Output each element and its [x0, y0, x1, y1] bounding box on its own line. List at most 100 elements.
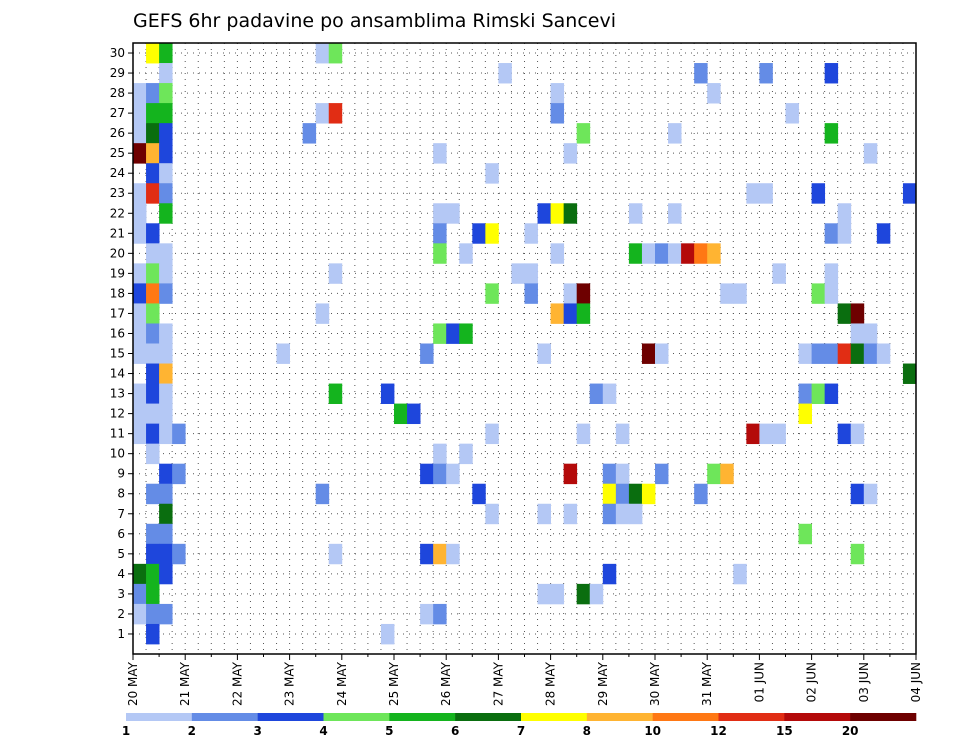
data-cell: [837, 423, 852, 445]
legend-label: 5: [385, 724, 393, 738]
data-cell: [524, 263, 538, 284]
data-cell: [133, 303, 147, 324]
legend-label: 2: [188, 724, 196, 738]
data-cell: [602, 383, 617, 404]
data-cell: [146, 83, 160, 104]
x-tick-label: 03 JUN: [857, 662, 871, 702]
data-cell: [146, 523, 160, 545]
x-tick-label: 29 MAY: [596, 661, 610, 706]
data-cell: [485, 163, 499, 184]
data-cell: [133, 563, 147, 585]
data-cell: [146, 543, 160, 565]
data-cell: [694, 243, 708, 264]
data-cell: [159, 503, 173, 525]
data-cell: [133, 323, 147, 344]
data-cell: [537, 203, 551, 224]
data-cell: [146, 183, 160, 204]
legend-swatch: [257, 713, 324, 721]
data-cell: [472, 223, 486, 244]
data-cell: [159, 63, 173, 84]
data-cell: [615, 463, 630, 485]
y-tick-label: 22: [110, 206, 125, 220]
y-tick-label: 1: [117, 627, 125, 641]
data-cell: [159, 143, 173, 164]
x-tick-label: 27 MAY: [491, 661, 505, 706]
data-cell: [628, 503, 643, 525]
y-tick-label: 4: [117, 567, 125, 581]
data-cell: [576, 123, 591, 144]
data-cell: [602, 463, 617, 485]
data-cell: [159, 283, 173, 304]
y-tick-label: 12: [110, 407, 125, 421]
data-cell: [785, 103, 799, 124]
data-cell: [707, 463, 721, 485]
data-cell: [550, 243, 565, 264]
data-cell: [602, 503, 617, 525]
data-cell: [720, 283, 734, 304]
data-cell: [563, 503, 578, 525]
data-cell: [146, 303, 160, 324]
data-cell: [824, 63, 839, 84]
data-cell: [707, 83, 721, 104]
data-cell: [159, 363, 173, 384]
y-tick-label: 13: [110, 387, 125, 401]
data-cell: [146, 263, 160, 284]
data-cell: [172, 423, 186, 445]
y-axis: 1234567891011121314151617181920212223242…: [110, 46, 133, 641]
data-cell: [563, 283, 578, 304]
data-cell: [550, 203, 565, 224]
data-cell: [563, 203, 578, 224]
data-cell: [850, 323, 865, 344]
data-cell: [433, 443, 447, 465]
data-cell: [146, 383, 160, 404]
data-cell: [576, 423, 591, 445]
data-cell: [146, 563, 160, 585]
data-cell: [146, 323, 160, 344]
y-tick-label: 30: [110, 46, 125, 60]
data-cell: [694, 483, 708, 505]
data-cell: [824, 263, 839, 284]
data-cell: [133, 423, 147, 445]
y-tick-label: 5: [117, 547, 125, 561]
data-cell: [315, 303, 330, 324]
data-cell: [159, 603, 173, 625]
data-cell: [146, 583, 160, 605]
data-cell: [159, 343, 173, 364]
chart-title: GEFS 6hr padavine po ansamblima Rimski S…: [133, 10, 616, 32]
data-cell: [146, 603, 160, 625]
data-cell: [446, 463, 460, 485]
data-cell: [850, 423, 865, 445]
y-tick-label: 20: [110, 246, 125, 260]
data-cell: [446, 203, 460, 224]
data-cell: [589, 583, 604, 605]
data-cell: [824, 123, 839, 144]
data-cell: [694, 63, 708, 84]
data-cell: [146, 423, 160, 445]
y-tick-label: 29: [110, 66, 125, 80]
data-cell: [159, 263, 173, 284]
data-cell: [159, 523, 173, 545]
y-tick-label: 8: [117, 487, 125, 501]
data-cell: [759, 183, 773, 204]
y-tick-label: 21: [110, 226, 125, 240]
data-cell: [850, 303, 865, 324]
y-tick-label: 15: [110, 347, 125, 361]
data-cell: [146, 283, 160, 304]
data-cell: [159, 243, 173, 264]
data-cell: [837, 223, 852, 244]
data-cell: [146, 343, 160, 364]
legend-label: 12: [710, 724, 727, 738]
legend-swatch: [389, 713, 456, 721]
data-cell: [459, 443, 473, 465]
data-cell: [824, 343, 839, 364]
data-cell: [759, 423, 773, 445]
data-cell: [133, 143, 147, 164]
data-cell: [159, 543, 173, 565]
data-cell: [159, 463, 173, 485]
data-cell: [485, 283, 499, 304]
data-cell: [133, 403, 147, 425]
data-cell: [146, 123, 160, 144]
data-cell: [146, 363, 160, 384]
data-cell: [798, 523, 812, 545]
data-cell: [798, 383, 812, 404]
